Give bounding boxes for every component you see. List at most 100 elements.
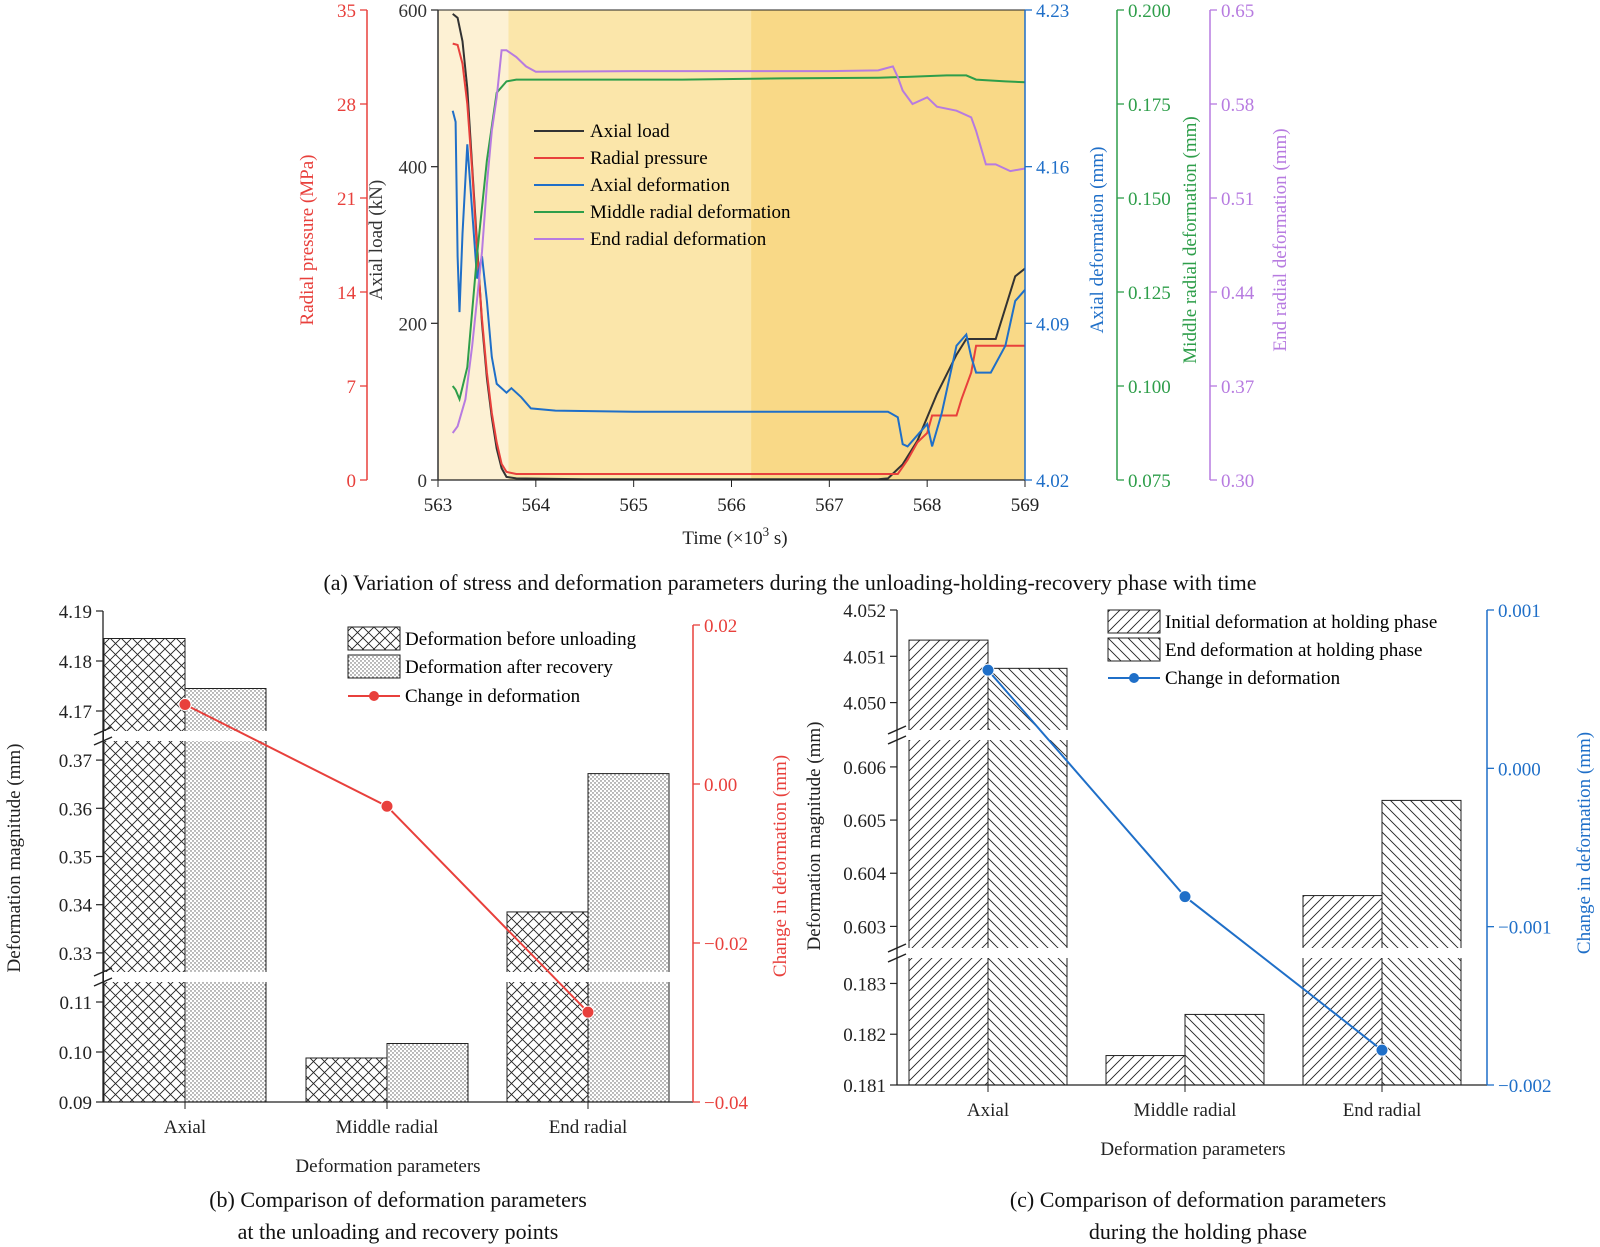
panel-b-change-line — [178, 698, 595, 1019]
caption-c-line1: (c) Comparison of deformation parameters — [1010, 1187, 1386, 1212]
x-tick-label-a: 569 — [1011, 495, 1040, 516]
legend-a: Axial load Radial pressure Axial deforma… — [534, 121, 791, 250]
x-tick-label-a: 565 — [619, 495, 648, 516]
y-tick-label-c: 0.181 — [843, 1076, 886, 1097]
axis-tick-label-end-radial: 0.37 — [1221, 377, 1254, 398]
axis-label-axial-load: Axial load (kN) — [366, 180, 387, 300]
axis-tick-label-radial-pressure: 35 — [337, 1, 356, 22]
caption-b-line1: (b) Comparison of deformation parameters — [209, 1187, 587, 1212]
axis-label-radial-pressure: Radial pressure (MPa) — [297, 155, 318, 326]
axis-tick-label-radial-pressure: 21 — [337, 189, 356, 210]
y-axis-label-c: Deformation magnitude (mm) — [804, 722, 825, 951]
phase-recovery-background — [751, 10, 1025, 480]
panel-b-axes: 0.09 0.10 0.11 0.33 0.34 0.35 0.36 0.37 4.17 4.18… — [59, 602, 749, 1138]
series-line-radial-pressure — [452, 42, 1025, 475]
legend-c: Initial deformation at holding phase End… — [1107, 609, 1437, 689]
caption-c-line2: during the holding phase — [1089, 1219, 1307, 1244]
axis-tick-label-end-radial: 0.30 — [1221, 471, 1254, 492]
axis-break-gap-c — [898, 730, 1486, 740]
change-point-b-end-radial — [581, 1005, 595, 1019]
bar-b-before-axial — [103, 638, 186, 1103]
y-tick-label-c: 0.182 — [843, 1025, 886, 1046]
x-axis-label-time: Time (×103 s) — [682, 524, 787, 549]
axis-break-mark-c — [887, 943, 907, 953]
panel-a: 563 564 565 566 567 568 569 0 7 14 21 28 35 0 200 400 60… — [297, 1, 1291, 595]
legend-c-marker-change — [1129, 673, 1139, 683]
y-tick-label-c: 4.051 — [843, 647, 886, 668]
x-tick-label-a: 566 — [717, 495, 746, 516]
axis-break-mark-b — [93, 967, 113, 977]
axis-tick-label-middle-radial: 0.075 — [1128, 471, 1171, 492]
axis-tick-label-axial-load: 200 — [399, 314, 428, 335]
x-tick-label-a: 564 — [522, 495, 551, 516]
axis-break-gap-b — [104, 972, 692, 982]
y2-tick-label-b: −0.04 — [704, 1093, 748, 1114]
legend-b-after: Deformation after recovery — [405, 657, 613, 678]
axis-tick-label-middle-radial: 0.200 — [1128, 1, 1171, 22]
axis-break-gap-c — [898, 948, 1486, 958]
axis-tick-label-end-radial: 0.44 — [1221, 283, 1255, 304]
y-tick-label-b: 4.17 — [59, 702, 92, 723]
x-tick-label-a: 568 — [913, 495, 942, 516]
y2-tick-label-b: 0.02 — [704, 616, 737, 637]
bar-b-after-end-radial — [587, 773, 670, 1103]
y-tick-label-c: 0.604 — [843, 864, 886, 885]
y-tick-label-b: 0.34 — [59, 896, 93, 917]
axis-tick-label-radial-pressure: 7 — [347, 377, 357, 398]
axis-label-axial-deformation: Axial deformation (mm) — [1087, 147, 1108, 334]
bar-b-after-axial — [184, 688, 267, 1103]
bar-c-initial-axial — [908, 639, 989, 1086]
x-tick-label-a: 563 — [424, 495, 453, 516]
axis-tick-label-middle-radial: 0.125 — [1128, 283, 1171, 304]
bar-c-initial-end-radial — [1302, 895, 1383, 1086]
axis-break-mark-c — [887, 735, 907, 745]
x-tick-label-a: 567 — [815, 495, 844, 516]
x-axis-label-c: Deformation parameters — [1100, 1139, 1285, 1160]
panel-c: 0.181 0.182 0.183 0.603 0.604 0.605 0.606 4.050… — [804, 601, 1595, 1244]
change-point-c-axial — [981, 663, 995, 677]
legend-b-swatch-before — [347, 626, 401, 651]
axis-tick-label-axial-deformation: 4.02 — [1036, 471, 1069, 492]
y2-tick-label-b: −0.02 — [704, 934, 748, 955]
y2-tick-label-c: 0.001 — [1498, 601, 1541, 622]
y-tick-label-b: 4.19 — [59, 602, 92, 623]
legend-b-change: Change in deformation — [405, 686, 581, 707]
axis-tick-label-radial-pressure: 28 — [337, 95, 356, 116]
panel-a-axes: 563 564 565 566 567 568 569 0 7 14 21 28 35 0 200 400 60… — [337, 1, 1255, 516]
panel-b-bars — [103, 638, 670, 1103]
phase-holding-background — [508, 10, 752, 480]
caption-b-line2: at the unloading and recovery points — [238, 1219, 559, 1244]
y-tick-label-c: 0.606 — [843, 758, 886, 779]
y-tick-label-c: 0.603 — [843, 917, 886, 938]
axis-break-mark-b — [93, 736, 113, 746]
legend-b-before: Deformation before unloading — [405, 629, 637, 650]
panel-c-bars — [908, 639, 1462, 1086]
y-tick-label-b: 0.09 — [59, 1093, 92, 1114]
axis-tick-label-end-radial: 0.51 — [1221, 189, 1254, 210]
y2-tick-label-b: 0.00 — [704, 775, 737, 796]
legend-c-change: Change in deformation — [1165, 668, 1341, 689]
axis-tick-label-middle-radial: 0.175 — [1128, 95, 1171, 116]
x-tick-label-b: Axial — [164, 1117, 206, 1138]
change-point-b-middle-radial — [380, 799, 394, 813]
y-tick-label-b: 4.18 — [59, 652, 92, 673]
y-tick-label-c: 0.183 — [843, 974, 886, 995]
y-tick-label-b: 0.35 — [59, 848, 92, 869]
change-point-c-end-radial — [1375, 1043, 1389, 1057]
change-point-c-middle-radial — [1178, 890, 1192, 904]
panel-c-axes: 0.181 0.182 0.183 0.603 0.604 0.605 0.606 4.050… — [843, 601, 1551, 1121]
y-tick-label-b: 0.10 — [59, 1043, 92, 1064]
axis-tick-label-end-radial: 0.58 — [1221, 95, 1254, 116]
axis-break-mark-b — [93, 726, 113, 736]
legend-c-swatch-end — [1107, 637, 1161, 662]
caption-a: (a) Variation of stress and deformation … — [323, 570, 1256, 595]
y2-tick-label-c: 0.000 — [1498, 759, 1541, 780]
axis-tick-label-axial-deformation: 4.23 — [1036, 1, 1069, 22]
x-axis-label-b: Deformation parameters — [295, 1156, 480, 1177]
legend-c-initial: Initial deformation at holding phase — [1165, 612, 1437, 633]
legend-b-swatch-after — [347, 654, 401, 679]
axis-tick-label-radial-pressure: 0 — [347, 471, 357, 492]
legend-a-middle-radial: Middle radial deformation — [590, 202, 791, 223]
axis-break-mark-c — [887, 953, 907, 963]
axis-tick-label-axial-load: 400 — [399, 158, 428, 179]
